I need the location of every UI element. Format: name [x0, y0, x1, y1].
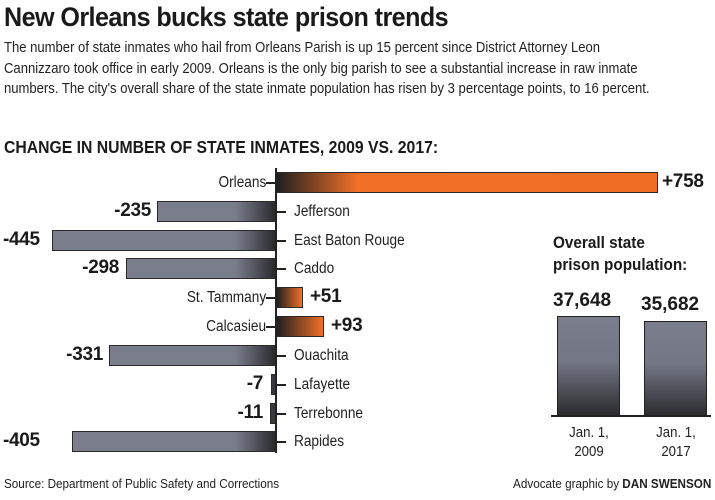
parish-label: Terrebonne	[294, 405, 364, 422]
side-chart-title: Overall state prison population:	[553, 232, 687, 276]
tick-mark	[277, 268, 286, 270]
bar-increase	[277, 316, 324, 337]
graphic-credit: Advocate graphic by DAN SWENSON	[513, 476, 711, 491]
chart-row-east-baton-rouge: -445 East Baton Rouge	[0, 229, 715, 252]
bar-decrease	[157, 201, 275, 222]
parish-label: Orleans	[218, 174, 266, 191]
bar-decrease	[109, 345, 275, 366]
caption-line: Jan. 1,	[569, 424, 609, 441]
side-title-line2: prison population:	[553, 255, 688, 274]
caption-2009: Jan. 1, 2009	[554, 423, 624, 461]
parish-label: Rapides	[294, 433, 345, 450]
caption-2017: Jan. 1, 2017	[641, 423, 711, 461]
value-label: -405	[3, 430, 40, 451]
chart-row-st-tammany: St. Tammany +51	[0, 286, 715, 309]
bar-2017	[644, 321, 707, 416]
chart-row-calcasieu: Calcasieu +93	[0, 315, 715, 338]
value-label: -445	[3, 229, 40, 250]
bar-increase	[277, 172, 658, 193]
chart-title: CHANGE IN NUMBER OF STATE INMATES, 2009 …	[4, 137, 439, 157]
chart-row-caddo: -298 Caddo	[0, 257, 715, 280]
chart-row-rapides: -405 Rapides	[0, 430, 715, 453]
bar-increase	[277, 287, 303, 308]
value-label-2017: 35,682	[641, 294, 700, 315]
bar-decrease	[270, 403, 275, 424]
parish-label: Caddo	[294, 260, 335, 277]
tick-mark	[277, 384, 286, 386]
graphic-title: New Orleans bucks state prison trends	[4, 2, 449, 32]
bar-decrease	[271, 374, 275, 395]
tick-mark	[277, 441, 286, 443]
value-label: -7	[246, 373, 264, 394]
chart-row-jefferson: -235 Jefferson	[0, 200, 715, 223]
tick-mark	[266, 297, 275, 299]
parish-label: Jefferson	[294, 203, 350, 220]
zero-axis	[275, 168, 277, 453]
chart-row-terrebonne: -11 Terrebonne	[0, 402, 715, 425]
parish-label: Ouachita	[294, 347, 349, 364]
caption-line: 2017	[661, 443, 691, 460]
parish-label: St. Tammany	[186, 289, 266, 306]
caption-line: 2009	[574, 443, 604, 460]
source-note: Source: Department of Public Safety and …	[4, 476, 280, 491]
value-label-2009: 37,648	[553, 290, 612, 311]
credit-prefix: Advocate graphic by	[512, 476, 622, 491]
tick-mark	[277, 211, 286, 213]
intro-text: The number of state inmates who hail fro…	[4, 39, 650, 97]
bar-decrease	[52, 230, 275, 251]
value-label: -298	[82, 257, 119, 278]
value-label: +51	[310, 286, 342, 307]
parish-label: East Baton Rouge	[294, 232, 405, 249]
parish-label: Calcasieu	[206, 318, 266, 335]
bar-2009	[557, 316, 620, 416]
value-label: -11	[237, 402, 263, 423]
bar-decrease	[126, 258, 275, 279]
value-label: +758	[662, 171, 704, 192]
parish-label: Lafayette	[294, 376, 351, 393]
bar-decrease	[72, 431, 275, 452]
tick-mark	[266, 326, 275, 328]
chart-row-orleans: Orleans +758	[0, 171, 715, 194]
caption-line: Jan. 1,	[656, 424, 696, 441]
chart-row-lafayette: -7 Lafayette	[0, 373, 715, 396]
baseline	[551, 415, 711, 417]
side-title-line1: Overall state	[553, 233, 645, 252]
value-label: -331	[66, 344, 103, 365]
value-label: -235	[114, 200, 151, 221]
credit-name: DAN SWENSON	[621, 476, 711, 491]
tick-mark	[277, 240, 286, 242]
tick-mark	[266, 182, 275, 184]
tick-mark	[277, 355, 286, 357]
chart-row-ouachita: -331 Ouachita	[0, 344, 715, 367]
value-label: +93	[331, 315, 363, 336]
tick-mark	[277, 413, 286, 415]
